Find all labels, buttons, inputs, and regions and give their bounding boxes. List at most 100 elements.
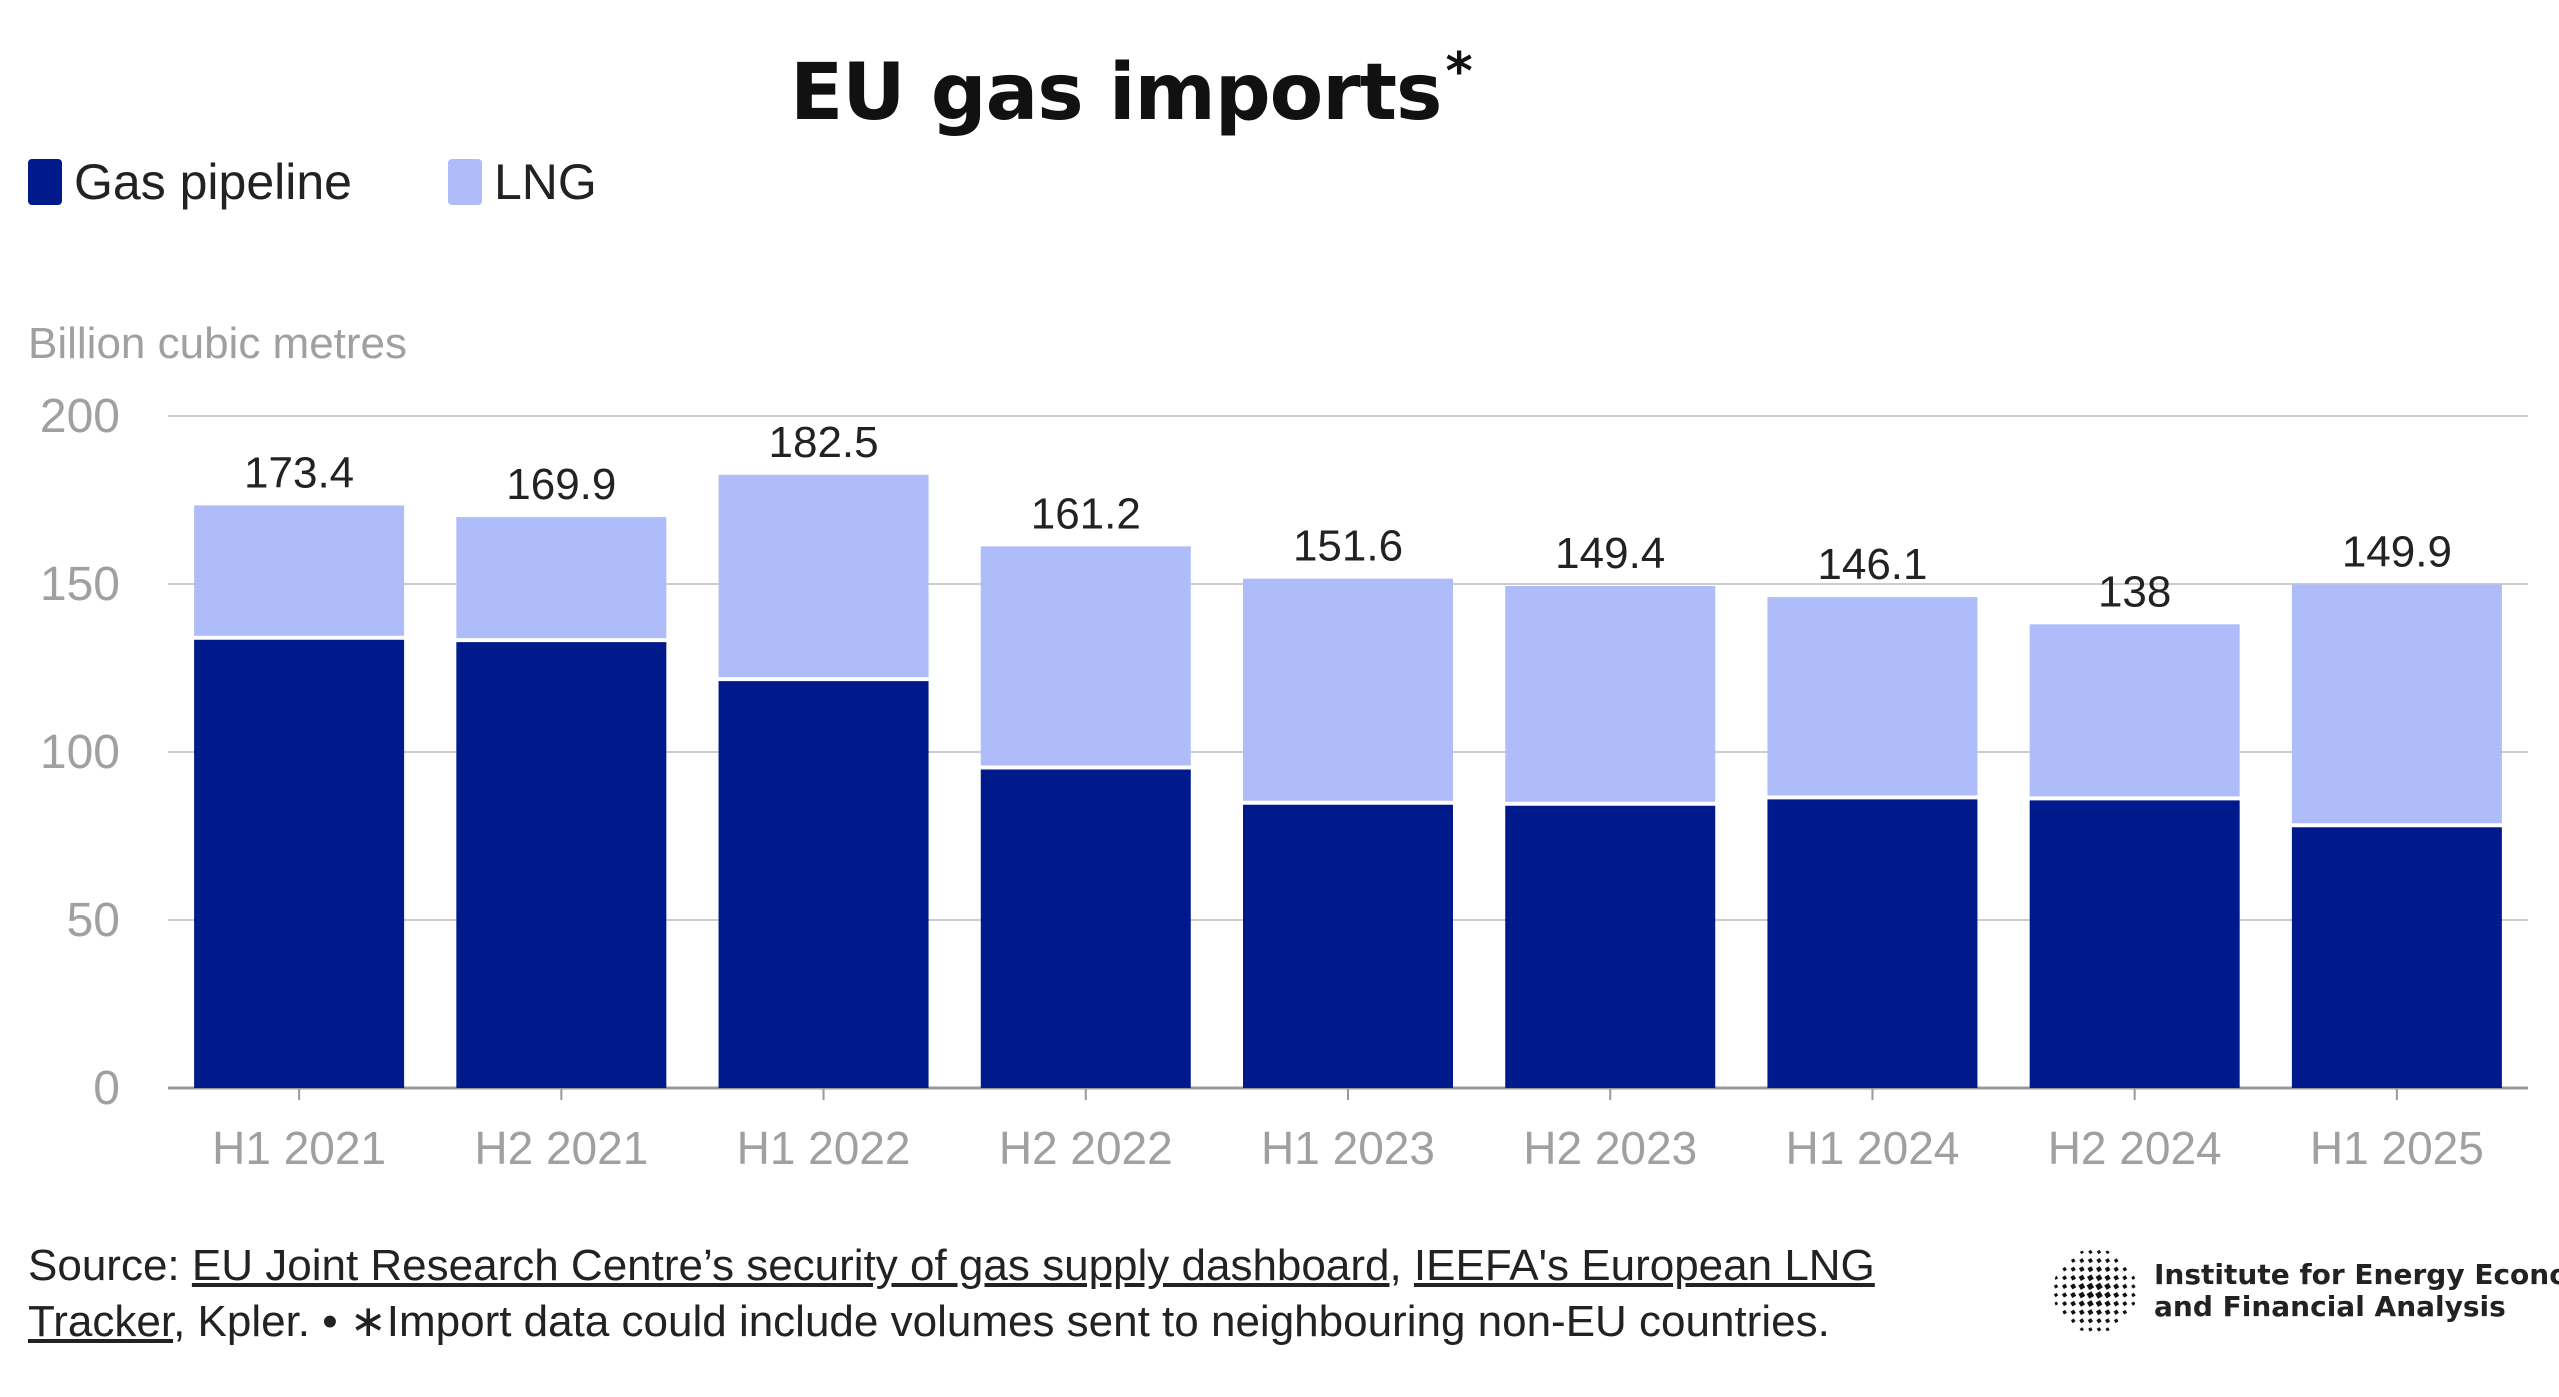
x-tick-label-4: H1 2023	[1261, 1122, 1435, 1174]
logo-text: Institute for Energy Economics and Finan…	[2154, 1259, 2559, 1323]
globe-dot	[2104, 1309, 2111, 1316]
globe-dot	[2113, 1318, 2119, 1324]
stacked-bar-chart: Billion cubic metres 0 50 100 150 200 173.4 H1 …	[28, 319, 2528, 1174]
source-note: Source: EU Joint Research Centre’s secur…	[28, 1238, 2038, 1350]
source-link-jrc[interactable]: EU Joint Research Centre’s security of g…	[191, 1241, 1390, 1290]
globe-dot	[2122, 1283, 2128, 1290]
bar-lng-7	[2029, 624, 2240, 797]
globe-dot	[2053, 1275, 2059, 1280]
bar-gas-pipeline-1	[456, 642, 667, 1088]
x-tick-label-3: H2 2022	[999, 1122, 1173, 1174]
bar-lng-6	[1767, 597, 1978, 796]
bar-lng-2	[718, 474, 929, 678]
globe-dot	[2113, 1258, 2119, 1263]
legend-item-lng: LNG	[448, 152, 597, 212]
legend-label-lng: LNG	[494, 154, 597, 210]
globe-dot	[2088, 1249, 2093, 1255]
globe-dot	[2079, 1258, 2085, 1264]
globe-dot	[2070, 1266, 2076, 1272]
globe-dot	[2078, 1274, 2085, 1281]
y-tick-label-100: 100	[40, 726, 120, 779]
globe-dot	[2087, 1318, 2094, 1324]
globe-dot	[2113, 1291, 2120, 1299]
globe-dot	[2079, 1318, 2085, 1324]
globe-dot	[2104, 1274, 2111, 1282]
logo-line-1: Institute for Energy Economics	[2154, 1258, 2559, 1291]
data-label-total-3: 161.2	[1031, 489, 1141, 538]
globe-dot	[2113, 1300, 2120, 1307]
globe-dot	[2096, 1257, 2102, 1264]
bar-gas-pipeline-3	[980, 769, 1191, 1088]
data-label-total-1: 169.9	[506, 460, 616, 509]
globe-dot	[2095, 1274, 2103, 1282]
title-asterisk: *	[1445, 42, 1472, 102]
source-separator: ,	[1389, 1241, 1414, 1290]
globe-dot	[2131, 1292, 2136, 1298]
globe-dot	[2062, 1309, 2067, 1315]
x-tick-label-2: H1 2022	[737, 1122, 911, 1174]
bar-gas-pipeline-8	[2291, 827, 2502, 1088]
globe-dot	[2095, 1282, 2103, 1291]
data-label-total-0: 173.4	[244, 448, 354, 497]
globe-dot	[2105, 1258, 2111, 1264]
globe-dot	[2113, 1283, 2120, 1290]
bar-gas-pipeline-5	[1505, 805, 1716, 1088]
bar-gas-pipeline-7	[2029, 800, 2240, 1088]
data-label-total-7: 138	[2098, 567, 2171, 616]
globe-dot	[2087, 1258, 2093, 1264]
globe-dot	[2095, 1300, 2103, 1308]
globe-dot	[2079, 1249, 2084, 1255]
globe-dot	[2113, 1309, 2119, 1315]
globe-dot	[2095, 1309, 2103, 1316]
globe-dot	[2087, 1309, 2094, 1316]
x-tick-label-8: H1 2025	[2310, 1122, 2484, 1174]
globe-dot	[2053, 1301, 2059, 1306]
legend-swatch-lng	[448, 159, 482, 205]
source-link-ieefa-lng-tracker[interactable]: IEEFA's European LNG Tracker	[28, 1241, 1875, 1346]
globe-dot	[2105, 1249, 2110, 1255]
globe-dot	[2070, 1258, 2076, 1263]
legend-swatch-gas-pipeline	[28, 159, 62, 205]
x-tick-label-6: H1 2024	[1785, 1122, 1959, 1174]
globe-dot	[2078, 1266, 2085, 1273]
globe-dot	[2070, 1300, 2077, 1307]
x-tick-label-5: H2 2023	[1523, 1122, 1697, 1174]
globe-dot	[2095, 1291, 2103, 1299]
globe-dot	[2122, 1266, 2128, 1272]
logo-line-2: and Financial Analysis	[2154, 1290, 2506, 1323]
chart-title: EU gas imports*	[790, 42, 1473, 138]
globe-dot	[2131, 1301, 2136, 1306]
globe-dot	[2061, 1292, 2068, 1298]
y-tick-label-0: 0	[93, 1062, 120, 1115]
globe-dot	[2104, 1300, 2111, 1307]
bar-lng-4	[1243, 578, 1453, 801]
globe-dot	[2087, 1266, 2094, 1273]
x-tick-label-7: H2 2024	[2048, 1122, 2222, 1174]
globe-dot	[2086, 1274, 2094, 1282]
bar-lng-3	[980, 546, 1191, 766]
globe-dot	[2131, 1284, 2136, 1289]
globe-dot	[2104, 1266, 2111, 1273]
source-suffix: , Kpler. • ∗Import data could include vo…	[173, 1297, 1830, 1346]
globe-dot	[2088, 1327, 2093, 1332]
chart-title-text: EU gas imports	[790, 48, 1442, 138]
globe-dot	[2096, 1249, 2102, 1255]
globe-dot	[2086, 1291, 2095, 1299]
bar-gas-pipeline-0	[194, 639, 405, 1088]
bar-lng-1	[456, 517, 667, 639]
data-label-total-5: 149.4	[1555, 529, 1665, 578]
bar-gas-pipeline-2	[718, 681, 929, 1088]
globe-dot	[2105, 1318, 2111, 1324]
globe-dot	[2078, 1300, 2086, 1307]
globe-dot	[2096, 1318, 2102, 1324]
globe-dot	[2104, 1282, 2112, 1290]
y-tick-label-50: 50	[67, 894, 120, 947]
globe-dot	[2113, 1266, 2119, 1272]
x-tick-label-0: H1 2021	[212, 1122, 386, 1174]
data-label-total-4: 151.6	[1293, 522, 1403, 571]
data-label-total-8: 149.9	[2342, 527, 2452, 576]
legend-item-gas-pipeline: Gas pipeline	[28, 152, 352, 212]
globe-dot	[2122, 1309, 2128, 1315]
globe-dot	[2096, 1327, 2102, 1332]
globe-dot	[2062, 1301, 2068, 1307]
